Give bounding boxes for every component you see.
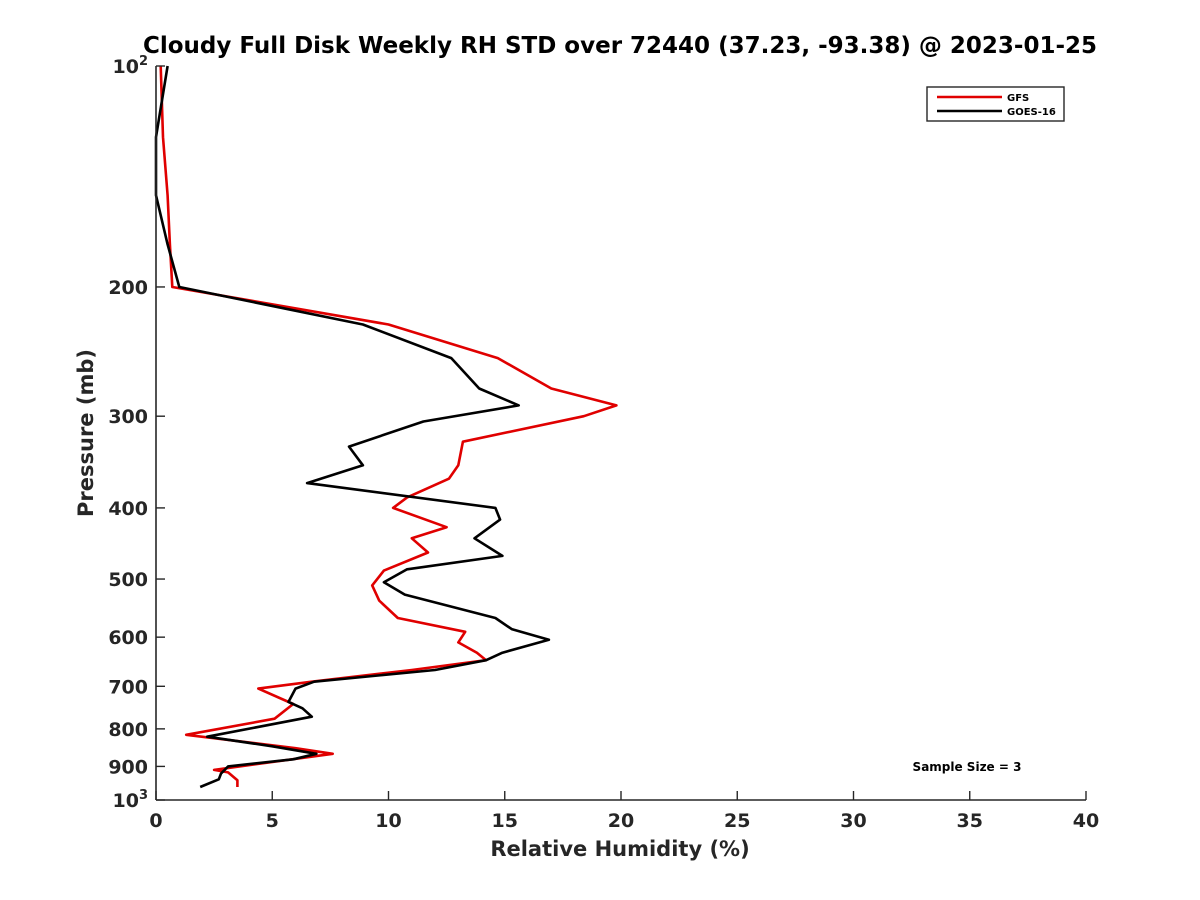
y-tick-label: 200 [108, 277, 148, 299]
legend-label-gfs: GFS [1007, 93, 1029, 104]
y-tick-label: 900 [108, 756, 148, 778]
y-tick-label: 500 [108, 569, 148, 591]
x-axis-label: Relative Humidity (%) [490, 837, 749, 861]
sample-size-note: Sample Size = 3 [913, 760, 1022, 774]
y-tick-label: 600 [108, 627, 148, 649]
y-tick-label: 400 [108, 498, 148, 520]
series-line-goes-16 [154, 65, 551, 789]
series-line-gfs [159, 65, 618, 787]
y-axis-label: Pressure (mb) [74, 349, 98, 517]
x-tick-label: 15 [492, 810, 518, 832]
x-tick-label: 35 [957, 810, 983, 832]
y-tick-label: 800 [108, 719, 148, 741]
y-tick-label: 300 [108, 406, 148, 428]
legend-label-goes-16: GOES-16 [1007, 107, 1056, 118]
legend-box [926, 86, 1065, 122]
x-tick-label: 0 [149, 810, 162, 832]
x-tick-label: 10 [375, 810, 401, 832]
y-tick-exponent: 3 [139, 788, 148, 803]
legend: GFS GOES-16 [926, 86, 1065, 122]
chart-title: Cloudy Full Disk Weekly RH STD over 7244… [143, 33, 1097, 59]
y-tick-label: 700 [108, 676, 148, 698]
x-tick-label: 20 [608, 810, 634, 832]
plot-area: 0 5 10 15 20 25 30 35 40102200300400500600700800… [108, 54, 1099, 832]
x-tick-label: 25 [724, 810, 750, 832]
x-tick-label: 40 [1073, 810, 1099, 832]
x-tick-label: 30 [840, 810, 866, 832]
y-tick-exponent: 2 [139, 54, 148, 69]
x-tick-label: 5 [266, 810, 279, 832]
